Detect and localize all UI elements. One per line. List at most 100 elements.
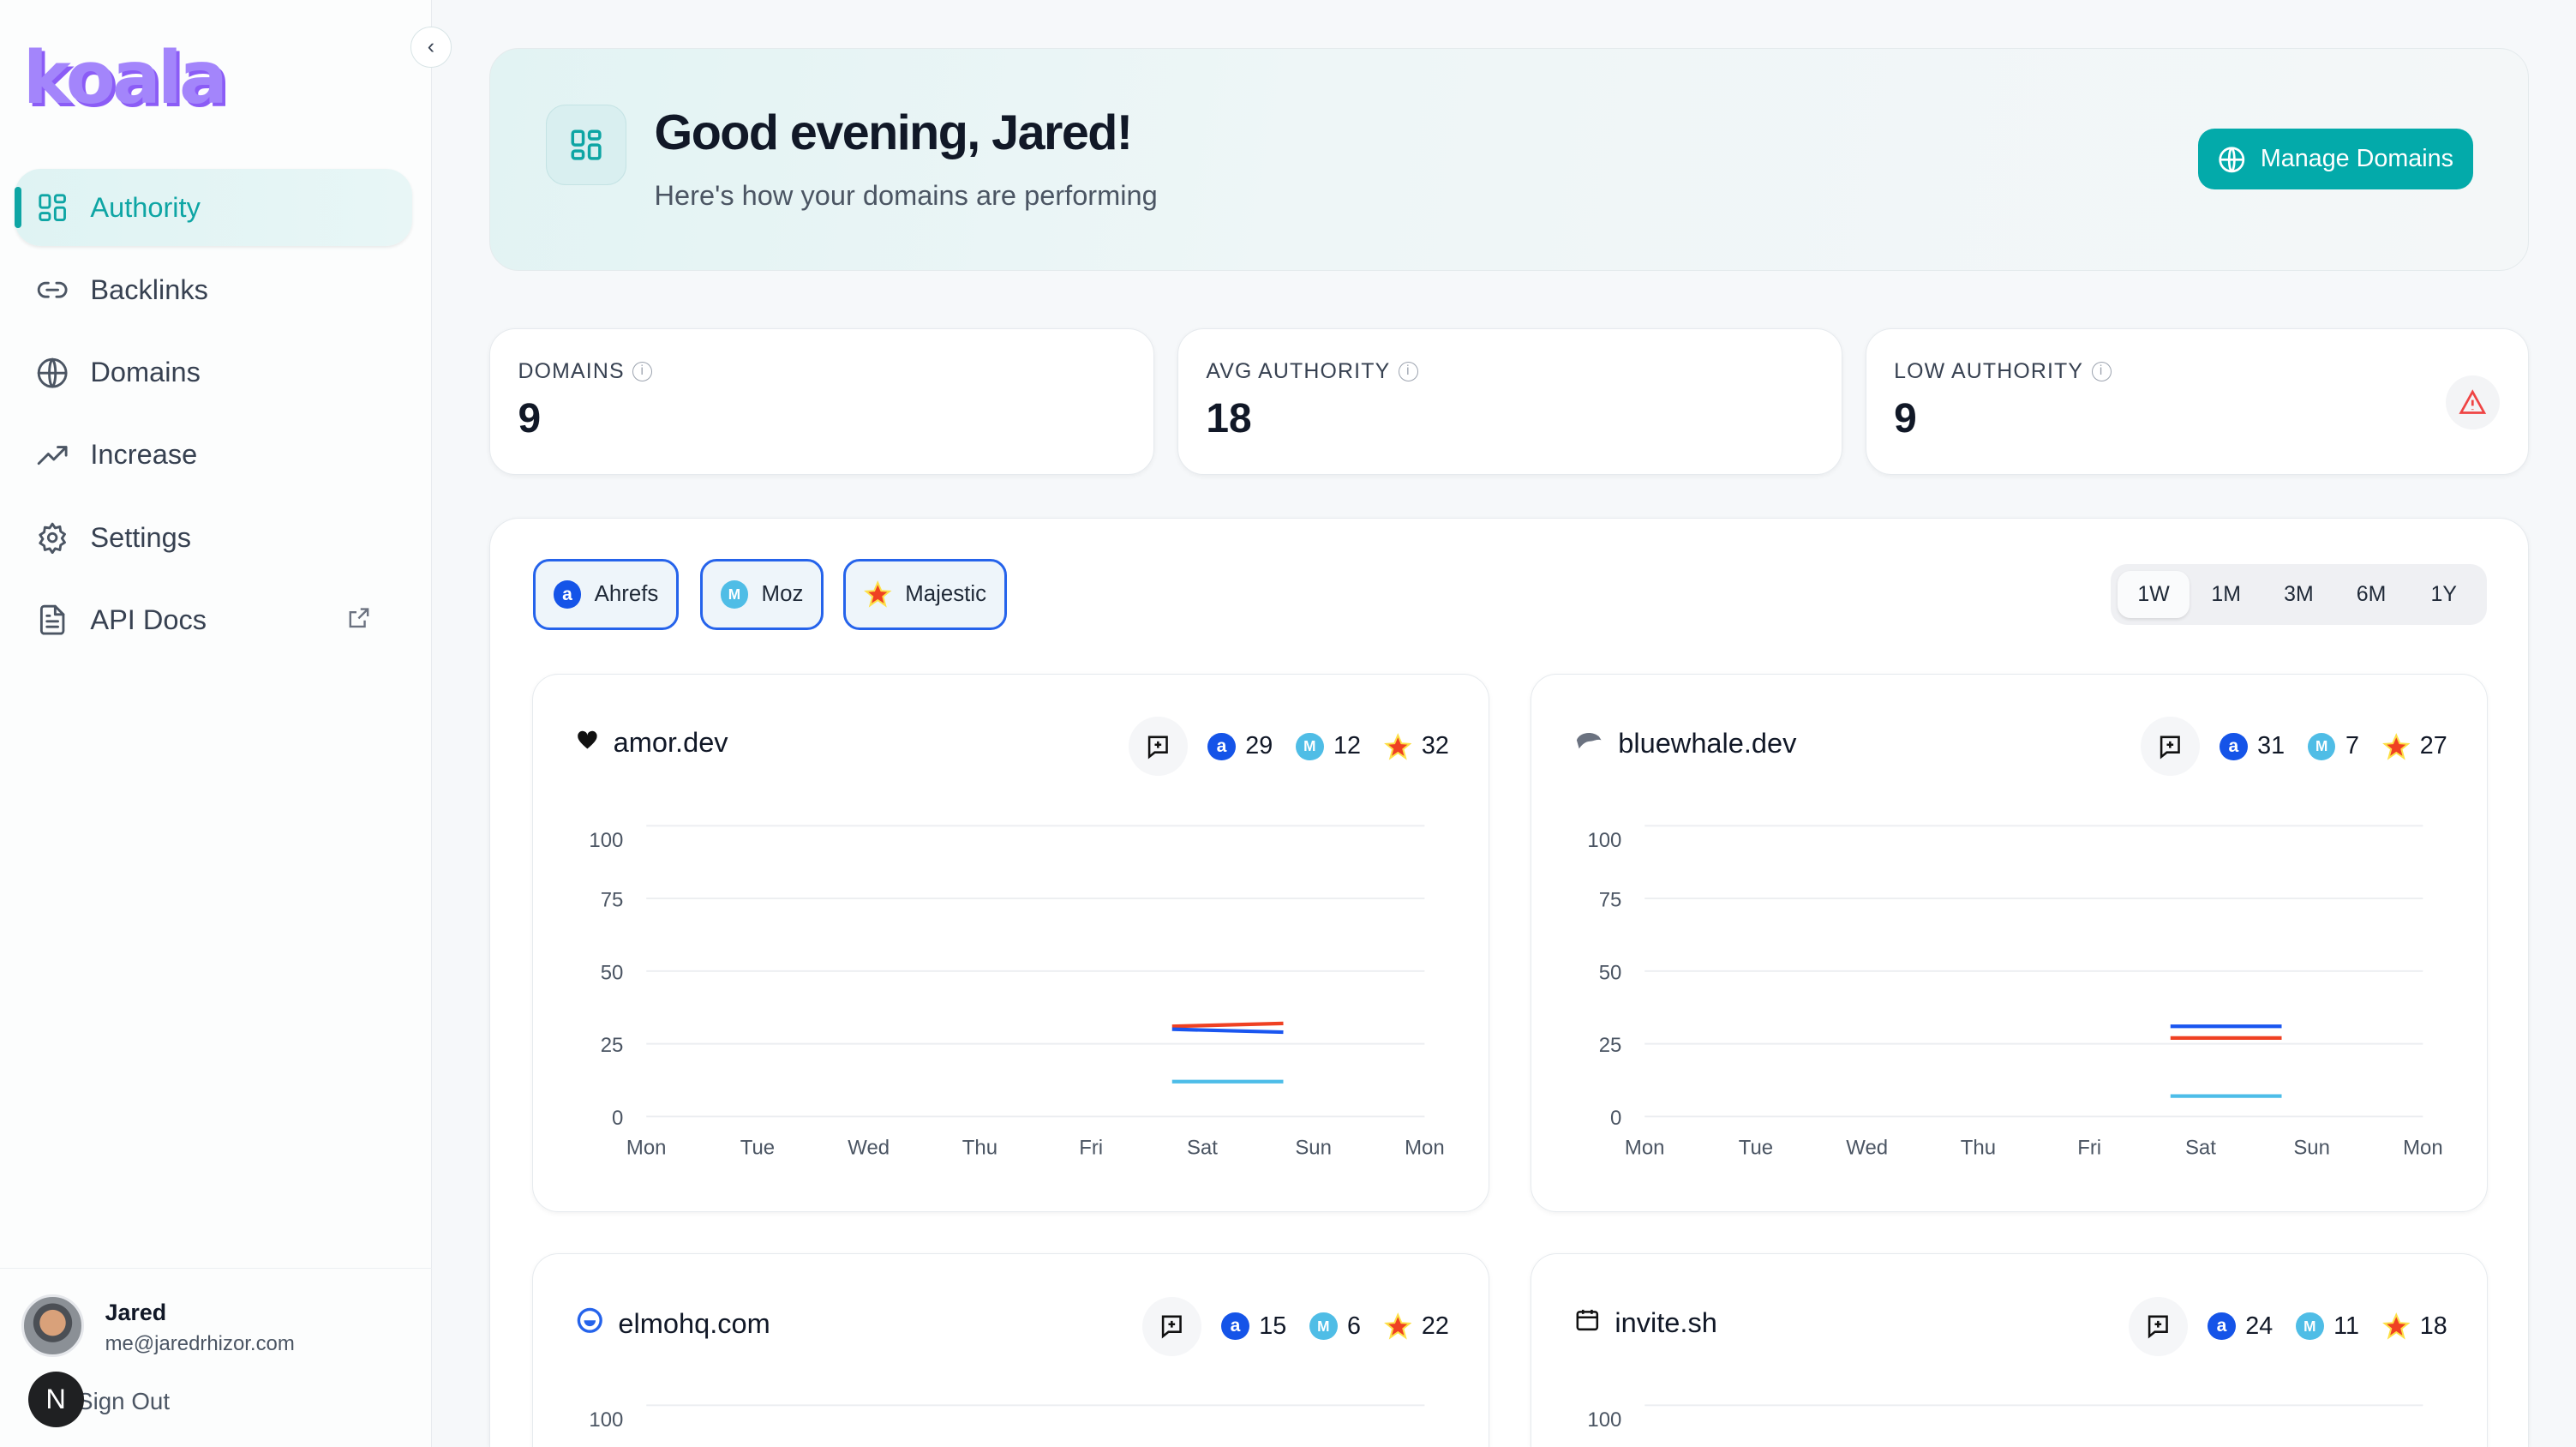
- stat-card-domains: DOMAINS i 9: [488, 328, 1154, 475]
- sidebar-item-backlinks[interactable]: Backlinks: [15, 252, 412, 329]
- filter-label: Moz: [761, 582, 804, 607]
- majestic-star-icon: [864, 580, 892, 608]
- range-1w[interactable]: 1W: [2117, 570, 2190, 619]
- page-title: Good evening, Jared!: [654, 105, 1133, 160]
- calendar-icon: [1574, 1306, 1601, 1340]
- ahrefs-icon: a: [2220, 732, 2248, 761]
- info-icon[interactable]: i: [1398, 361, 1418, 381]
- domain-name[interactable]: amor.dev: [613, 726, 728, 758]
- sign-out-button[interactable]: Sign Out: [77, 1388, 171, 1415]
- majestic-score: 18: [2419, 1312, 2447, 1340]
- majestic-star-icon: [2381, 1312, 2411, 1340]
- sidebar-item-label: Settings: [90, 521, 192, 553]
- y-tick-label: 100: [1587, 1408, 1621, 1432]
- sidebar-item-domains[interactable]: Domains: [15, 334, 412, 411]
- domain-card: invite.sh a 24 M 11 18 100: [1530, 1252, 2488, 1447]
- x-tick-label: Tue: [740, 1136, 775, 1159]
- dashboard-grid-icon: [39, 194, 67, 222]
- ahrefs-icon: a: [1207, 732, 1236, 761]
- x-tick-label: Sun: [1295, 1136, 1332, 1159]
- x-tick-label: Wed: [1846, 1136, 1888, 1159]
- moz-icon: M: [1296, 732, 1324, 761]
- x-tick-label: Fri: [1079, 1136, 1103, 1159]
- stat-value: 9: [1894, 395, 1917, 441]
- moz-score: 6: [1347, 1312, 1362, 1340]
- filter-chip-ahrefs[interactable]: a Ahrefs: [532, 559, 680, 630]
- sidebar-item-increase[interactable]: Increase: [15, 417, 412, 494]
- stat-value: 18: [1206, 395, 1252, 441]
- ahrefs-score: 31: [2257, 732, 2285, 760]
- authority-chart: 100: [589, 1404, 1425, 1432]
- majestic-star-icon: [2381, 732, 2411, 760]
- range-3m[interactable]: 3M: [2284, 581, 2314, 606]
- add-note-button[interactable]: [1129, 717, 1189, 777]
- moz-icon: M: [2307, 732, 2336, 761]
- globe-icon: [37, 357, 68, 388]
- moz-score: 12: [1333, 732, 1362, 760]
- range-1y[interactable]: 1Y: [2430, 581, 2457, 606]
- info-icon[interactable]: i: [632, 361, 653, 381]
- x-tick-label: Mon: [626, 1136, 667, 1159]
- user-name: Jared: [105, 1299, 167, 1325]
- x-tick-label: Fri: [2077, 1136, 2101, 1159]
- y-tick-label: 0: [612, 1107, 623, 1130]
- range-1m[interactable]: 1M: [2211, 581, 2241, 606]
- alert-triangle-icon: [2445, 375, 2501, 430]
- welcome-banner: Good evening, Jared! Here's how your dom…: [488, 47, 2529, 272]
- stat-label: AVG AUTHORITY: [1206, 358, 1391, 383]
- time-range-selector: 1W 1M 3M 6M 1Y: [2111, 564, 2487, 626]
- x-tick-label: Wed: [848, 1136, 890, 1159]
- moz-score: 7: [2345, 732, 2359, 760]
- sidebar-item-label: Backlinks: [90, 274, 208, 306]
- y-tick-label: 100: [589, 829, 623, 852]
- ahrefs-icon: a: [553, 580, 582, 609]
- manage-domains-button[interactable]: Manage Domains: [2197, 129, 2474, 190]
- range-6m[interactable]: 6M: [2356, 581, 2387, 606]
- message-plus-icon: [1148, 736, 1169, 759]
- add-note-button[interactable]: [2129, 1296, 2189, 1356]
- ahrefs-icon: a: [2208, 1312, 2236, 1341]
- chevron-left-icon: ‹: [427, 34, 435, 59]
- trending-up-icon: [37, 445, 68, 465]
- y-tick-label: 75: [1598, 888, 1621, 911]
- domain-card: amor.dev a 29 M 12 32 0 25 50 75 100 Mon Tue Wed T…: [531, 673, 1489, 1212]
- sidebar-item-label: Domains: [90, 357, 201, 388]
- x-tick-label: Sat: [2185, 1136, 2216, 1159]
- majestic-score: 32: [1421, 732, 1449, 760]
- filter-chip-majestic[interactable]: Majestic: [842, 559, 1008, 630]
- sidebar: koala Authority Backlinks Domains Increa…: [0, 0, 432, 1447]
- dashboard-grid-icon: [546, 104, 626, 185]
- collapse-sidebar-button[interactable]: ‹: [410, 26, 452, 68]
- divider: [0, 1268, 432, 1269]
- koala-logo[interactable]: koala: [22, 36, 228, 121]
- y-tick-label: 100: [589, 1408, 623, 1432]
- domain-name[interactable]: elmohq.com: [618, 1307, 770, 1339]
- x-tick-label: Sat: [1187, 1136, 1218, 1159]
- n-badge-icon[interactable]: N: [27, 1371, 84, 1427]
- stat-label: LOW AUTHORITY: [1894, 358, 2084, 383]
- add-note-button[interactable]: [1142, 1296, 1202, 1356]
- majestic-star-icon: [1383, 1312, 1412, 1340]
- y-tick-label: 75: [601, 888, 624, 911]
- filter-label: Ahrefs: [594, 582, 659, 607]
- stat-card-avg-authority: AVG AUTHORITY i 18: [1177, 328, 1842, 475]
- moz-icon: M: [720, 580, 749, 609]
- info-icon[interactable]: i: [2091, 361, 2112, 381]
- sidebar-item-authority[interactable]: Authority: [15, 169, 412, 247]
- add-note-button[interactable]: [2141, 717, 2201, 777]
- user-email: me@jaredrhizor.com: [105, 1331, 295, 1355]
- sidebar-item-api-docs[interactable]: API Docs: [15, 581, 412, 658]
- ahrefs-icon: a: [1221, 1312, 1249, 1341]
- y-tick-label: 25: [1598, 1034, 1621, 1057]
- whale-icon: [1574, 727, 1603, 760]
- sidebar-item-label: API Docs: [90, 603, 207, 635]
- filter-chip-moz[interactable]: M Moz: [700, 559, 824, 630]
- majestic-score: 22: [1421, 1312, 1449, 1340]
- sidebar-item-settings[interactable]: Settings: [15, 499, 412, 576]
- y-tick-label: 25: [601, 1034, 624, 1057]
- domain-name[interactable]: bluewhale.dev: [1618, 727, 1797, 759]
- stat-card-low-authority: LOW AUTHORITY i 9: [1865, 328, 2529, 475]
- domain-name[interactable]: invite.sh: [1614, 1307, 1717, 1339]
- link-icon: [37, 282, 68, 298]
